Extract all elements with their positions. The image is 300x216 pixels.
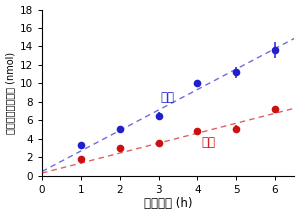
Text: 水素: 水素: [160, 91, 175, 104]
Text: 酸素: 酸素: [201, 136, 215, 149]
X-axis label: 照射時間 (h): 照射時間 (h): [144, 197, 193, 210]
Y-axis label: 水素・酸素発生量 (nmol): 水素・酸素発生量 (nmol): [6, 52, 16, 134]
